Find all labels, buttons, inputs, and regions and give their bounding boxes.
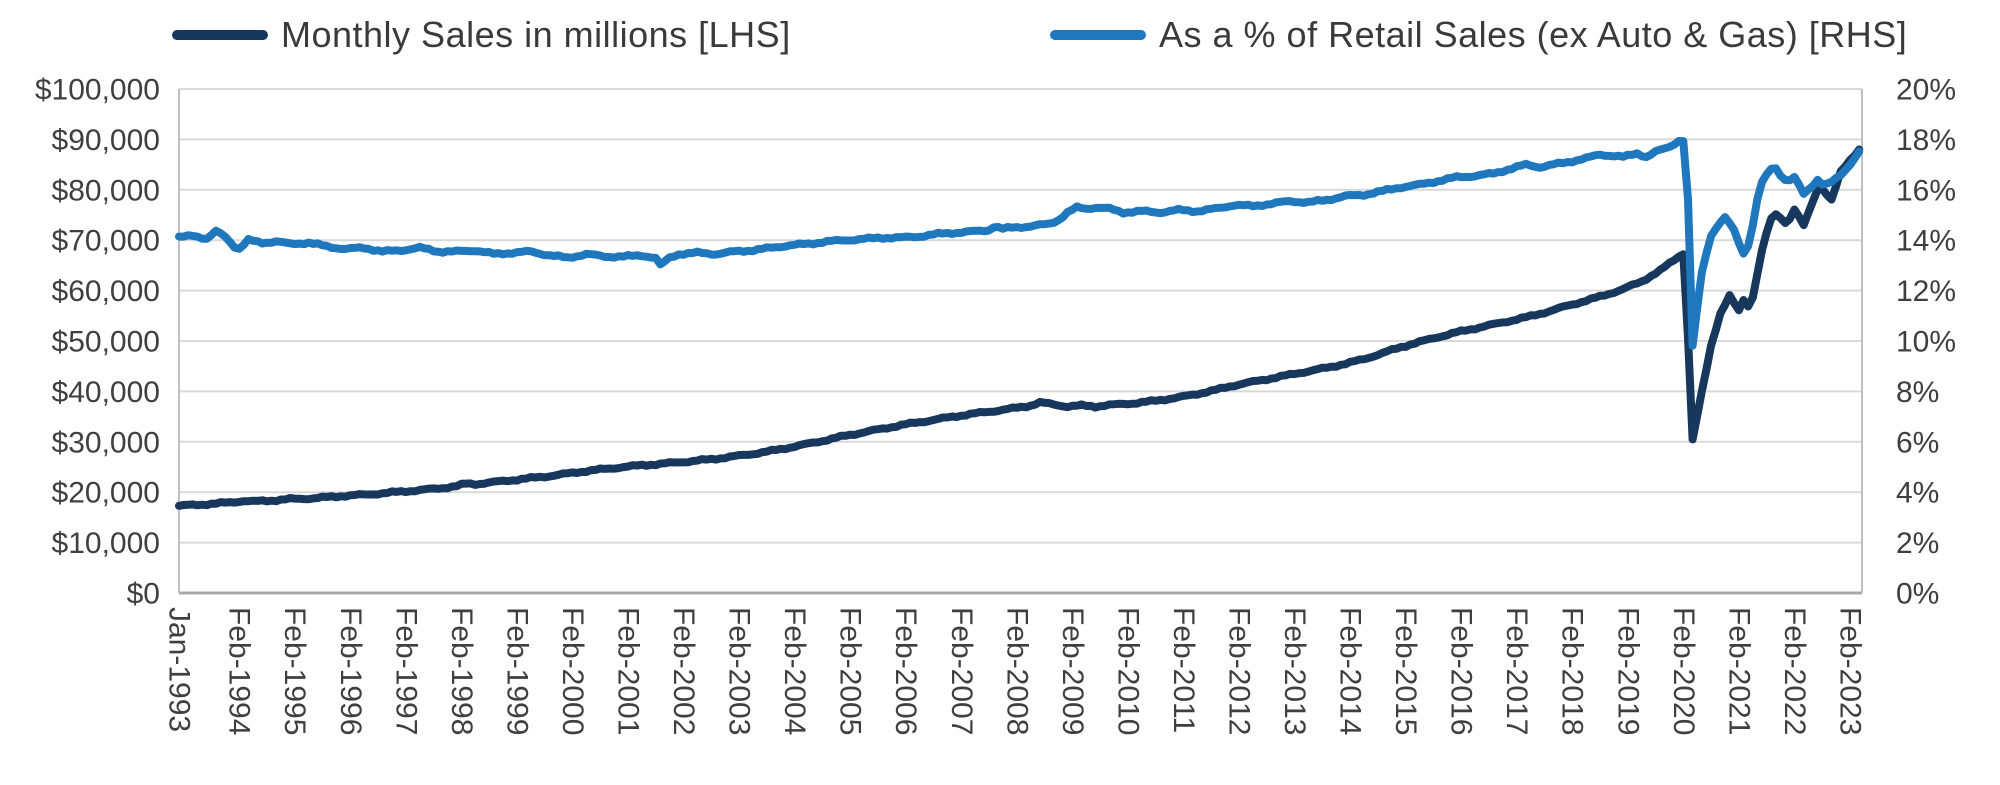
x-tick-label: Feb-1999 — [500, 607, 533, 735]
y-left-tick-label: $50,000 — [52, 326, 160, 359]
x-tick-label: Feb-2021 — [1722, 607, 1755, 735]
x-tick-label: Feb-2019 — [1611, 607, 1644, 735]
x-tick-label: Feb-1997 — [389, 607, 422, 735]
x-tick-label: Feb-2011 — [1167, 607, 1200, 733]
x-tick-label: Feb-2009 — [1056, 607, 1089, 735]
x-tick-label: Jan-1993 — [163, 607, 196, 732]
y-left-tick-label: $30,000 — [52, 426, 160, 459]
x-tick-label: Feb-2014 — [1334, 607, 1367, 735]
x-tick-label: Feb-2004 — [778, 607, 811, 735]
x-tick-label: Feb-2023 — [1833, 607, 1866, 735]
y-left-tick-label: $60,000 — [52, 275, 160, 308]
x-tick-label: Feb-2017 — [1500, 607, 1533, 735]
legend-line-swatch-monthly-sales — [172, 30, 268, 40]
y-right-tick-label: 16% — [1896, 174, 1956, 207]
legend-item-monthly-sales: Monthly Sales in millions [LHS] — [172, 14, 791, 55]
y-left-tick-label: $70,000 — [52, 225, 160, 258]
series-line-monthly-sales — [175, 145, 1864, 510]
y-left-tick-label: $90,000 — [52, 124, 160, 157]
y-right-tick-label: 12% — [1896, 275, 1956, 308]
y-right-tick-label: 14% — [1896, 225, 1956, 258]
x-tick-label: Feb-2001 — [611, 607, 644, 735]
x-tick-label: Feb-2013 — [1278, 607, 1311, 735]
x-tick-label: Feb-2020 — [1667, 607, 1700, 735]
legend-item-pct-retail-sales: As a % of Retail Sales (ex Auto & Gas) [… — [1050, 14, 1908, 55]
series-line-pct-retail-sales — [175, 137, 1864, 350]
x-tick-label: Feb-2003 — [723, 607, 756, 735]
x-tick-label: Feb-2006 — [889, 607, 922, 735]
x-tick-label: Feb-2002 — [667, 607, 700, 735]
legend-line-swatch-pct-retail-sales — [1050, 30, 1146, 40]
legend-label-pct-retail-sales: As a % of Retail Sales (ex Auto & Gas) [… — [1159, 14, 1908, 55]
x-tick-label: Feb-2015 — [1389, 607, 1422, 735]
y-left-tick-label: $100,000 — [35, 74, 160, 107]
x-tick-label: Feb-2010 — [1111, 607, 1144, 735]
x-tick-label: Feb-1998 — [445, 607, 478, 735]
y-right-tick-label: 0% — [1896, 578, 1939, 611]
x-tick-label: Feb-1995 — [278, 607, 311, 735]
x-tick-label: Feb-2005 — [834, 607, 867, 735]
y-right-tick-label: 8% — [1896, 376, 1939, 409]
x-tick-label: Feb-2008 — [1000, 607, 1033, 735]
y-left-tick-label: $10,000 — [52, 527, 160, 560]
y-right-tick-label: 6% — [1896, 426, 1939, 459]
y-left-tick-label: $20,000 — [52, 477, 160, 510]
x-tick-label: Feb-1994 — [223, 607, 256, 735]
y-left-tick-label: $40,000 — [52, 376, 160, 409]
y-right-tick-label: 18% — [1896, 124, 1956, 157]
x-tick-label: Feb-2007 — [945, 607, 978, 735]
x-tick-label: Feb-2000 — [556, 607, 589, 735]
x-tick-label: Feb-2016 — [1445, 607, 1478, 735]
x-tick-label: Feb-1996 — [334, 607, 367, 735]
x-tick-label: Feb-2022 — [1778, 607, 1811, 735]
y-right-tick-label: 10% — [1896, 326, 1956, 359]
y-left-tick-label: $0 — [127, 578, 160, 611]
x-tick-label: Feb-2018 — [1556, 607, 1589, 735]
y-left-tick-label: $80,000 — [52, 174, 160, 207]
y-right-tick-label: 2% — [1896, 527, 1939, 560]
legend-label-monthly-sales: Monthly Sales in millions [LHS] — [281, 14, 791, 55]
y-right-tick-label: 20% — [1896, 74, 1956, 107]
y-right-tick-label: 4% — [1896, 477, 1939, 510]
x-tick-label: Feb-2012 — [1222, 607, 1255, 735]
